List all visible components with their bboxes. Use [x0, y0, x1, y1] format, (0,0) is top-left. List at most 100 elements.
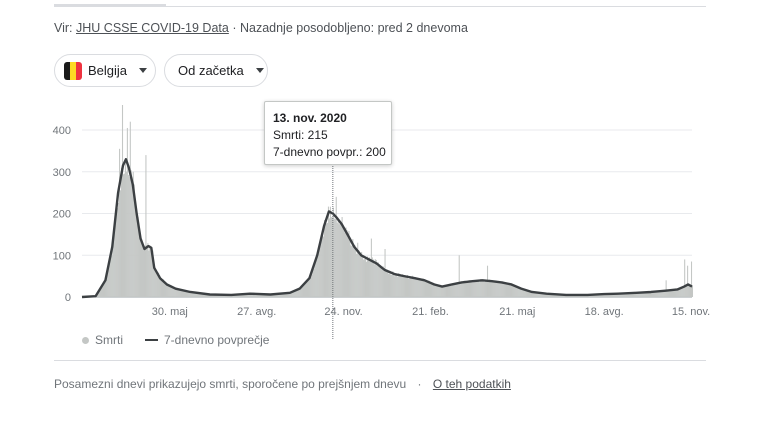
daily-death-bar	[150, 248, 152, 297]
daily-death-bar	[204, 293, 207, 297]
daily-death-bar	[308, 279, 310, 297]
daily-death-bar	[479, 282, 481, 297]
daily-death-bar	[402, 274, 404, 297]
daily-death-bar	[162, 279, 165, 297]
daily-death-bar	[485, 281, 487, 297]
daily-death-bar	[539, 292, 541, 297]
daily-death-bar	[283, 293, 285, 297]
daily-death-bar	[398, 273, 400, 297]
daily-death-bar	[685, 285, 687, 297]
daily-death-bar	[121, 105, 124, 297]
daily-death-bar	[317, 255, 319, 297]
daily-death-bar	[296, 289, 298, 297]
seven-day-average-line	[81, 158, 693, 299]
daily-death-bar	[290, 292, 292, 297]
daily-death-bar	[441, 285, 443, 297]
daily-death-bar	[641, 292, 643, 297]
daily-death-bar	[138, 228, 140, 297]
daily-death-bar	[303, 284, 305, 297]
daily-death-bar	[251, 293, 253, 297]
daily-death-bar	[330, 217, 332, 297]
daily-death-bar	[153, 263, 155, 297]
daily-death-bar	[161, 280, 164, 297]
daily-death-bar	[396, 274, 398, 297]
source-link[interactable]: JHU CSSE COVID-19 Data	[76, 21, 229, 35]
daily-death-bar	[123, 173, 125, 297]
daily-death-bar	[658, 291, 660, 297]
daily-death-bar	[100, 288, 102, 297]
daily-death-bar	[277, 294, 279, 297]
daily-death-bar	[140, 239, 142, 297]
daily-death-bar	[267, 294, 269, 297]
daily-death-bar	[186, 291, 188, 297]
daily-death-bar	[388, 273, 390, 297]
daily-death-bar	[476, 281, 478, 297]
daily-death-bar	[463, 280, 465, 297]
daily-death-bar	[149, 245, 151, 297]
daily-death-bar	[643, 292, 645, 297]
daily-death-bar	[124, 160, 126, 297]
daily-death-bar	[242, 294, 244, 297]
daily-death-bar	[617, 293, 619, 297]
daily-death-bar	[604, 293, 606, 297]
daily-death-bar	[411, 275, 413, 297]
daily-death-bar	[383, 271, 385, 297]
daily-death-bar	[119, 148, 121, 297]
legend-bars-label: Smrti	[95, 333, 123, 347]
daily-death-bar	[645, 292, 647, 297]
daily-death-bar	[540, 293, 542, 297]
daily-death-bar	[502, 281, 504, 297]
daily-death-bar	[548, 293, 550, 297]
daily-death-bar	[161, 278, 163, 297]
deaths-chart[interactable]: 0 100 200 300 400 30. maj 27. avg. 24. nov. 21. …	[0, 0, 765, 360]
daily-death-bar	[461, 282, 463, 297]
daily-death-bar	[375, 259, 377, 297]
daily-death-bar	[686, 286, 688, 297]
daily-death-bar	[381, 267, 383, 297]
daily-death-bar	[178, 289, 180, 297]
date-range-selector[interactable]: Od začetka	[164, 54, 268, 87]
footer-separator: ·	[417, 377, 422, 391]
daily-death-bar	[642, 292, 644, 297]
about-data-link[interactable]: O teh podatkih	[432, 377, 511, 391]
daily-death-bar	[657, 291, 659, 297]
daily-death-bar	[527, 290, 530, 297]
daily-death-bar	[384, 249, 386, 297]
daily-death-bar	[472, 282, 474, 297]
daily-death-bar	[147, 243, 149, 297]
daily-death-bar	[282, 293, 284, 297]
daily-death-bar	[621, 293, 623, 297]
daily-death-bar	[235, 294, 237, 297]
daily-death-bar	[427, 282, 429, 297]
daily-death-bar	[612, 293, 614, 297]
daily-death-bar	[363, 259, 365, 297]
daily-death-bar	[116, 205, 118, 297]
daily-death-bar	[385, 270, 387, 297]
daily-death-bar	[313, 268, 315, 297]
daily-death-bar	[294, 290, 296, 297]
daily-death-bar	[450, 285, 452, 297]
daily-death-bar	[400, 276, 402, 297]
daily-death-bar	[495, 280, 497, 297]
daily-death-bar	[358, 249, 360, 297]
daily-death-bar	[261, 294, 263, 297]
daily-death-bar	[651, 292, 654, 297]
y-tick-label: 400	[53, 125, 71, 137]
daily-death-bar	[350, 245, 352, 297]
daily-death-bar	[506, 283, 508, 297]
daily-death-bar	[120, 167, 123, 297]
daily-death-bar	[417, 278, 419, 297]
daily-death-bar	[527, 290, 529, 297]
daily-death-bar	[137, 216, 139, 297]
daily-death-bar	[437, 286, 439, 297]
daily-death-bar	[674, 289, 676, 297]
chart-tooltip: 13. nov. 2020 Smrti: 215 7-dnevno povpr.…	[264, 101, 392, 165]
daily-death-bar	[215, 294, 217, 297]
daily-death-bar	[680, 288, 682, 297]
daily-death-bar	[611, 293, 613, 297]
daily-death-bar	[675, 289, 677, 297]
country-selector[interactable]: Belgija	[54, 54, 156, 87]
daily-death-bar	[688, 285, 690, 297]
daily-death-bar	[438, 284, 440, 297]
daily-death-bar	[647, 292, 649, 297]
